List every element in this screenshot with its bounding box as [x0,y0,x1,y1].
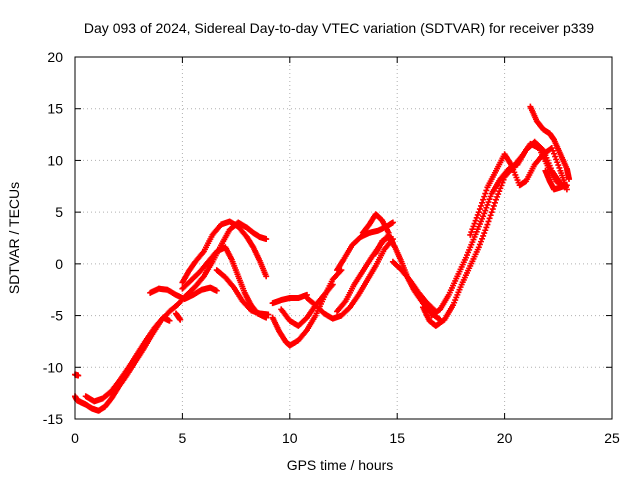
x-tick-label: 20 [497,430,513,446]
data-point [494,193,501,200]
data-point [498,182,505,189]
data-point [549,147,556,154]
data-point [488,209,495,216]
x-tick-label: 0 [71,430,79,446]
data-point [166,317,173,324]
y-tick-label: 20 [47,49,63,65]
data-point [554,159,561,166]
data-point [469,226,476,233]
data-point [476,206,483,213]
data-point [551,150,558,157]
data-point [480,196,487,203]
data-point [480,213,487,220]
data-point [486,196,493,203]
data-point [329,281,336,288]
chart-title: Day 093 of 2024, Sidereal Day-to-day VTE… [84,20,594,36]
data-point [483,187,490,194]
data-point [482,190,489,197]
data-point [477,238,484,245]
data-point [496,188,503,195]
data-point [177,316,184,323]
data-point [479,235,486,242]
y-tick-label: 10 [47,152,63,168]
data-point [263,236,270,243]
data-point [389,219,396,226]
data-point [556,164,563,171]
y-tick-label: -5 [51,308,64,324]
data-point [539,146,546,153]
data-point [552,153,559,160]
x-axis-label: GPS time / hours [287,457,394,473]
data-point [475,209,482,216]
plot-frame [74,56,613,420]
data-point [471,220,478,227]
data-point [472,217,479,224]
x-tick-label: 15 [389,430,405,446]
data-point [481,230,488,237]
data-point [75,372,82,379]
data-point [491,199,498,206]
data-point [484,221,491,228]
data-point [483,204,490,211]
data-point [487,212,494,219]
data-point [486,215,493,222]
data-point [476,241,483,248]
data-point [548,145,555,152]
data-point [475,244,482,251]
data-point [485,199,492,206]
data-point [467,231,474,238]
data-point [480,232,487,239]
x-tick-label: 10 [282,430,298,446]
data-point [483,224,490,231]
y-tick-label: -15 [43,411,63,427]
data-point [495,191,502,198]
x-tick-label: 25 [604,430,620,446]
data-point [484,201,491,208]
axis-ticks: 0 5 10 15 20 25 -15 -10 -5 0 5 10 15 20 [43,49,620,446]
x-tick-label: 5 [179,430,187,446]
data-point [563,182,570,189]
data-point [265,311,272,318]
data-point [213,287,220,294]
y-tick-label: -10 [43,359,63,375]
data-point [566,176,573,183]
data-point [489,206,496,213]
data-point [555,162,562,169]
data-point [553,156,560,163]
data-point [479,199,486,206]
data-point [477,202,484,209]
data-point [485,218,492,225]
data-point [468,229,475,236]
y-axis-label: SDTVAR / TECUs [6,182,22,294]
data-point [474,211,481,218]
data-point [482,207,489,214]
data-point [481,210,488,217]
y-tick-label: 0 [55,256,63,272]
y-tick-label: 15 [47,101,63,117]
data-point [481,193,488,200]
data-point [490,202,497,209]
data-point [470,223,477,230]
data-point [263,273,270,280]
data-point [497,185,504,192]
data-point [482,227,489,234]
y-tick-label: 5 [55,204,63,220]
data-point [493,196,500,203]
data-point [487,193,494,200]
data-point [473,214,480,221]
data-points [72,103,573,414]
